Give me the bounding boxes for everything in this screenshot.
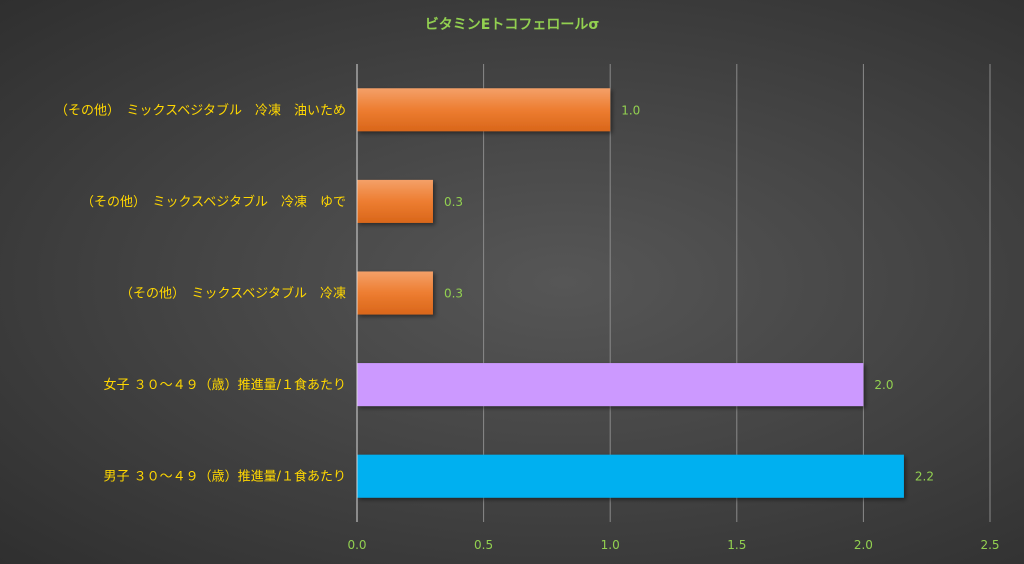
x-tick-label: 2.5	[980, 538, 999, 552]
category-label: （その他） ミックスベジタブル 冷凍 ゆで	[81, 194, 346, 210]
category-label: 女子 ３０～４９（歳）推進量/１食あたり	[103, 377, 346, 393]
data-label: 2.0	[874, 378, 893, 392]
data-label: 0.3	[444, 287, 463, 301]
x-tick-label: 2.0	[854, 538, 873, 552]
bar	[357, 363, 864, 407]
bar	[357, 271, 433, 315]
x-tick-label: 0.0	[347, 538, 366, 552]
bar	[357, 454, 904, 498]
data-label: 1.0	[621, 103, 640, 117]
bar	[357, 179, 433, 223]
category-label: （その他） ミックスベジタブル 冷凍	[120, 286, 346, 302]
x-tick-label: 1.0	[601, 538, 620, 552]
chart-title: ビタミンEトコフェロールσ	[424, 17, 600, 33]
x-tick-label: 0.5	[474, 538, 493, 552]
x-tick-label: 1.5	[727, 538, 746, 552]
data-label: 2.2	[915, 470, 934, 484]
data-label: 0.3	[444, 195, 463, 209]
bars	[356, 64, 904, 522]
category-label: 男子 ３０～４９（歳）推進量/１食あたり	[103, 469, 346, 485]
gridlines	[483, 64, 991, 522]
labels: 0.0 0.5 1.0 1.5 2.0 2.5 （その他） ミックスベジタブル 冷凍 油いた…	[55, 102, 1000, 552]
bar	[357, 88, 611, 132]
category-label: （その他） ミックスベジタブル 冷凍 油いため	[55, 102, 346, 118]
